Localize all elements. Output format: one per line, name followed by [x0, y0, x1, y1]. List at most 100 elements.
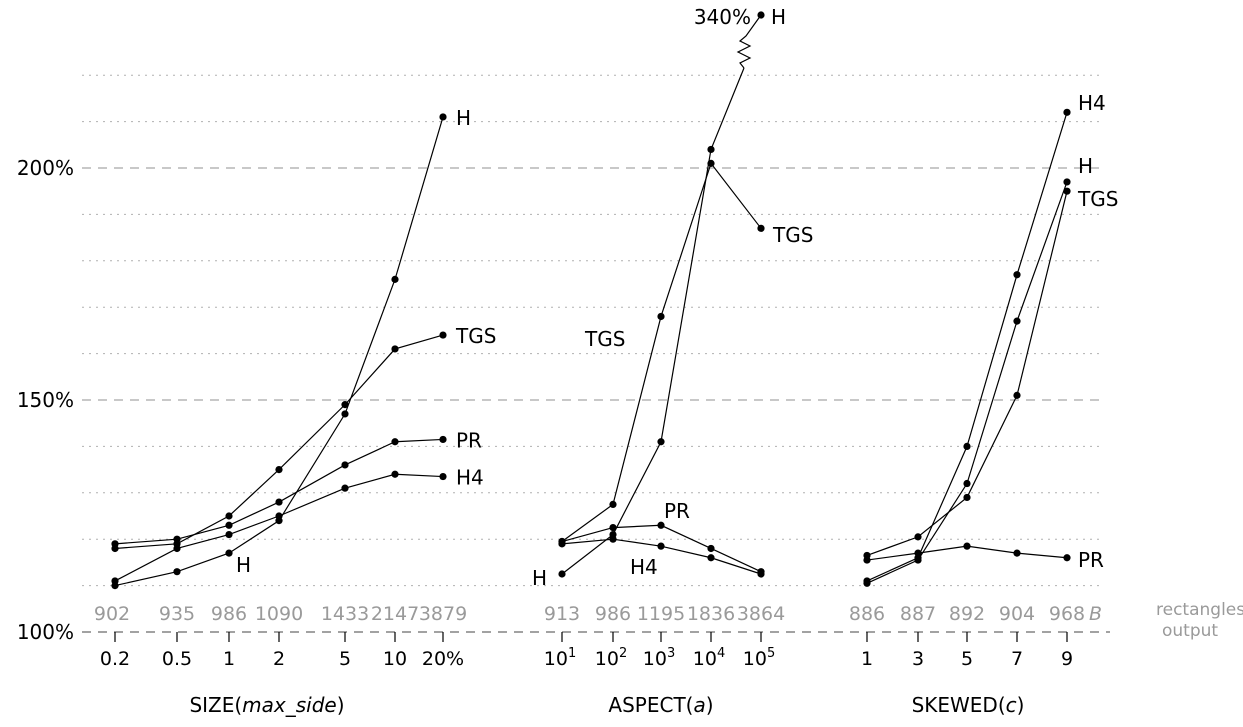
data-point: [439, 113, 447, 121]
data-point: [657, 542, 665, 550]
data-point: [609, 524, 617, 532]
x-tick-label: 7: [1011, 648, 1023, 670]
x-tick-label: 2: [273, 648, 285, 670]
panel-title: SIZE(max_side): [189, 693, 344, 717]
panel-title: SKEWED(c): [912, 693, 1025, 717]
x-tick-label: 0.5: [162, 648, 192, 670]
data-point: [275, 498, 283, 506]
data-point: [757, 11, 765, 19]
data-point: [391, 438, 399, 446]
data-point: [341, 401, 349, 409]
x-tick-label: 9: [1061, 648, 1073, 670]
x-tick-label: 102: [595, 646, 627, 670]
data-point: [914, 549, 922, 557]
data-point: [914, 556, 922, 564]
data-point: [558, 570, 566, 578]
data-point: [757, 570, 765, 578]
side-label-line2: output: [1162, 621, 1218, 641]
series-label: H4: [630, 555, 658, 579]
data-point: [1063, 178, 1071, 186]
series-line: [561, 67, 745, 575]
data-point: [863, 556, 871, 564]
x-tick-label: 5: [961, 648, 973, 670]
x-tick-label: 0.2: [100, 648, 130, 670]
panel-title: ASPECT(a): [608, 693, 713, 717]
rectangles-output-value: 1090: [255, 603, 303, 625]
rectangles-output-value: 986: [211, 603, 247, 625]
data-point: [439, 472, 447, 481]
rectangles-output-value: 892: [949, 603, 985, 625]
rectangles-output-value: 886: [849, 603, 885, 625]
y-tick-label: 150%: [17, 388, 74, 412]
data-point: [657, 438, 665, 446]
rectangles-output-value: 935: [159, 603, 195, 625]
data-point: [609, 500, 617, 508]
data-point: [341, 461, 349, 469]
axes: 100% 150% 200%: [17, 156, 74, 644]
panel-aspect: 340% H H TGS TGS PR H4 913 986 1195 1836 3864 101 102…: [532, 5, 813, 717]
data-point: [111, 540, 119, 548]
series-line: [866, 112, 1068, 582]
data-point: [439, 331, 447, 339]
rectangles-output-value: 2147: [371, 603, 419, 625]
rectangles-output-value: 968: [1049, 603, 1085, 625]
series-h4: H4: [558, 535, 765, 579]
data-point: [173, 544, 181, 553]
break-value-label: 340%: [694, 5, 751, 29]
series-label: H: [236, 553, 251, 577]
rectangles-output-value: 3879: [419, 603, 467, 625]
data-point: [225, 549, 233, 557]
data-point: [963, 493, 971, 502]
x-tick-label: 3: [912, 648, 924, 670]
data-point: [225, 530, 233, 539]
data-point: [275, 512, 283, 520]
data-point: [173, 568, 181, 576]
rectangles-output-value: 1836: [687, 603, 735, 625]
series-h: H: [111, 106, 471, 590]
series-tgs: TGS TGS: [558, 159, 813, 546]
x-tick-label: 10: [383, 648, 407, 670]
series-line: [866, 181, 1068, 584]
data-point: [225, 521, 233, 529]
data-point: [1013, 391, 1021, 399]
data-point: [707, 554, 715, 562]
rectangles-output-value: 902: [94, 603, 130, 625]
series-label: TGS: [1077, 187, 1118, 211]
series-tgs: TGS: [863, 187, 1118, 560]
series-tgs: TGS: [111, 324, 496, 553]
rectangles-output-value: 913: [544, 603, 580, 625]
rectangles-output-value: 1195: [637, 603, 685, 625]
panel-size: H TGS PR H4 H 902 935 986 1090 1433 2147 3879 0.2 0.5…: [94, 106, 497, 717]
panel-skewed: H4 H TGS PR 886 887 892 904 968 B 1 3 5 7 9 SKEWED(c): [849, 91, 1119, 717]
data-point: [341, 484, 349, 492]
series-line: [114, 438, 444, 545]
series-h4: H4: [111, 466, 484, 585]
data-point: [111, 577, 119, 585]
series-label: H: [456, 106, 471, 130]
rectangles-output-value: 3864: [737, 603, 785, 625]
rectangles-output-value: 904: [999, 603, 1035, 625]
x-tick-label: 104: [693, 646, 725, 670]
data-point: [1013, 271, 1021, 279]
data-point: [1013, 317, 1021, 325]
gridlines: [82, 74, 1110, 633]
series-label: PR: [1078, 548, 1104, 572]
x-tick-label: 105: [743, 646, 775, 670]
data-point: [173, 535, 181, 543]
data-point: [275, 466, 283, 474]
data-point: [963, 542, 971, 550]
x-tick-label: 1: [861, 648, 873, 670]
data-point: [1063, 108, 1071, 116]
rectangles-output-value: 887: [900, 603, 936, 625]
series-label: TGS: [772, 223, 813, 247]
series-label: H4: [1078, 91, 1106, 115]
rectangles-output-suffix: B: [1089, 603, 1102, 625]
data-point: [914, 533, 922, 541]
data-point: [963, 479, 971, 488]
series-h: H: [863, 154, 1093, 587]
data-point: [341, 410, 349, 418]
series-label: H: [771, 5, 786, 29]
data-point: [863, 579, 871, 587]
data-point: [439, 435, 447, 444]
